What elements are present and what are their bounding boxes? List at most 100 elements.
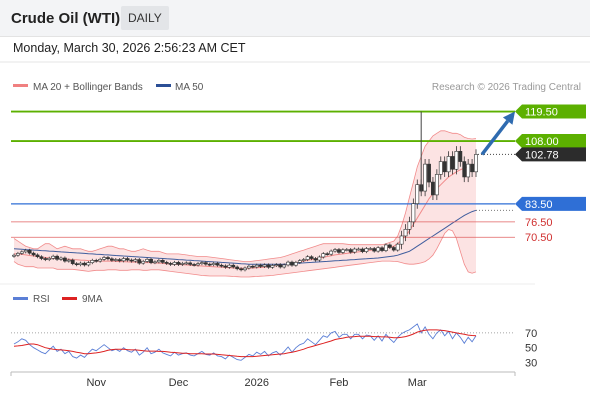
candle-body [247,265,251,269]
candle [258,263,263,269]
legend-label-ma50: MA 50 [175,82,204,93]
candle-body [12,254,16,257]
candle-body [47,257,52,260]
candle-body [90,260,95,263]
candle-body [297,260,302,263]
candle [333,248,337,253]
candle-body [62,257,67,262]
candle [325,252,330,256]
candle-body [39,256,44,259]
legend-swatch-rsi-ma [62,297,77,300]
legend-swatch-ma50 [156,84,171,87]
candle [66,258,71,263]
candle-body [466,163,471,178]
candle [313,256,318,262]
candle-body [188,262,193,265]
candle [160,258,165,264]
candle [243,266,247,272]
timeframe-button[interactable]: DAILY [121,6,169,30]
candle-body [160,260,165,263]
candle-body [270,265,275,268]
candle-body [325,253,330,255]
ma50-line [13,209,477,265]
candle [247,264,251,270]
candle [368,246,373,251]
candle-body [427,163,431,183]
forecast-arrow-head [502,111,515,125]
candle [286,260,290,267]
candle [297,259,302,264]
candle [149,257,153,265]
candle [431,176,435,201]
candle [43,256,48,262]
candle [466,159,471,183]
candle-body [266,264,271,268]
candle [78,261,83,267]
candle [321,252,326,259]
candle-body [176,262,181,265]
candle-body [442,161,447,173]
level-tag-83-50 [515,196,586,211]
candle-body [344,249,349,251]
candle-body [121,258,126,262]
candle [360,247,365,254]
candle-body [19,251,24,254]
candle [86,261,91,267]
candle [470,159,474,177]
candle-body [364,248,369,252]
candle-body [348,249,353,253]
candle [51,254,56,260]
candle [262,263,267,269]
candle-body [137,259,142,264]
candle [90,258,95,265]
candle-body [333,249,337,252]
legend-label-rsi-ma: 9MA [82,294,103,305]
candle [145,257,150,263]
candle [133,258,138,263]
rsi-tick-70: 70 [525,328,537,340]
candle-body [211,263,216,265]
x-tick-feb: Feb [329,377,348,389]
time-axis: Nov Dec 2026 Feb Mar [10,371,516,389]
candle [250,264,255,269]
candle [442,156,447,177]
candle-body [474,154,478,173]
candle [27,248,32,255]
candle [387,243,392,250]
candle [62,256,67,263]
candle [454,146,459,175]
candle [438,156,443,180]
candle-body [192,264,197,266]
candle [301,258,306,263]
candle [223,264,228,269]
candle-body [227,264,232,268]
candle-body [184,262,189,265]
candle [180,261,185,266]
candle-body [78,262,83,265]
candle [309,255,314,261]
candle-body [372,248,377,252]
rsi-ma-line [13,329,477,358]
candle [172,260,177,266]
candle [352,247,357,254]
rsi-tick-30: 30 [525,358,537,370]
candle-body [231,264,236,268]
candle [384,243,388,253]
bollinger-lower-line [13,229,477,278]
rsi-legend: RSI 9MA [13,294,103,305]
candle-body [352,248,357,253]
candle-body [55,255,59,260]
legend-label-rsi: RSI [33,294,50,305]
candle [35,253,40,259]
candle-body [309,256,314,259]
level-tag-108-00 [515,134,586,149]
candle [329,249,334,256]
candle [474,149,478,177]
level-tag-102-78 [515,147,586,162]
candle [184,261,189,265]
candle-body [243,267,247,271]
candle-body [250,265,255,268]
candle [98,257,103,263]
candle [16,251,20,257]
candle [23,248,28,254]
